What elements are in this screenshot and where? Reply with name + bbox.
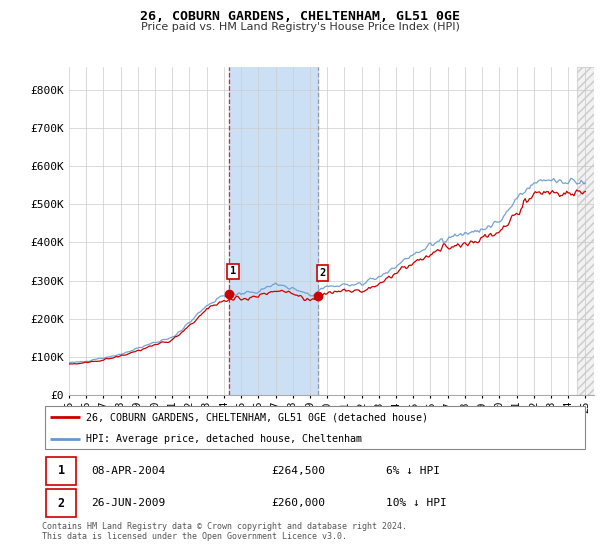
Text: 26, COBURN GARDENS, CHELTENHAM, GL51 0GE: 26, COBURN GARDENS, CHELTENHAM, GL51 0GE bbox=[140, 10, 460, 23]
Text: Contains HM Land Registry data © Crown copyright and database right 2024.
This d: Contains HM Land Registry data © Crown c… bbox=[42, 522, 407, 542]
Text: 1: 1 bbox=[230, 266, 236, 276]
FancyBboxPatch shape bbox=[46, 457, 76, 485]
Text: 10% ↓ HPI: 10% ↓ HPI bbox=[386, 498, 447, 508]
Text: 26, COBURN GARDENS, CHELTENHAM, GL51 0GE (detached house): 26, COBURN GARDENS, CHELTENHAM, GL51 0GE… bbox=[86, 412, 428, 422]
Bar bbox=[577, 67, 594, 395]
Text: Price paid vs. HM Land Registry's House Price Index (HPI): Price paid vs. HM Land Registry's House … bbox=[140, 22, 460, 32]
FancyBboxPatch shape bbox=[45, 406, 585, 450]
Text: HPI: Average price, detached house, Cheltenham: HPI: Average price, detached house, Chel… bbox=[86, 435, 362, 444]
FancyBboxPatch shape bbox=[46, 489, 76, 517]
Bar bbox=[577, 67, 594, 395]
Text: 26-JUN-2009: 26-JUN-2009 bbox=[91, 498, 166, 508]
Text: 08-APR-2004: 08-APR-2004 bbox=[91, 466, 166, 476]
Text: 2: 2 bbox=[58, 497, 65, 510]
Text: 6% ↓ HPI: 6% ↓ HPI bbox=[386, 466, 440, 476]
Text: 1: 1 bbox=[58, 464, 65, 478]
Text: £260,000: £260,000 bbox=[271, 498, 325, 508]
Text: 2: 2 bbox=[320, 268, 326, 278]
Bar bbox=[577, 67, 594, 395]
Bar bbox=[229, 67, 319, 395]
Text: £264,500: £264,500 bbox=[271, 466, 325, 476]
